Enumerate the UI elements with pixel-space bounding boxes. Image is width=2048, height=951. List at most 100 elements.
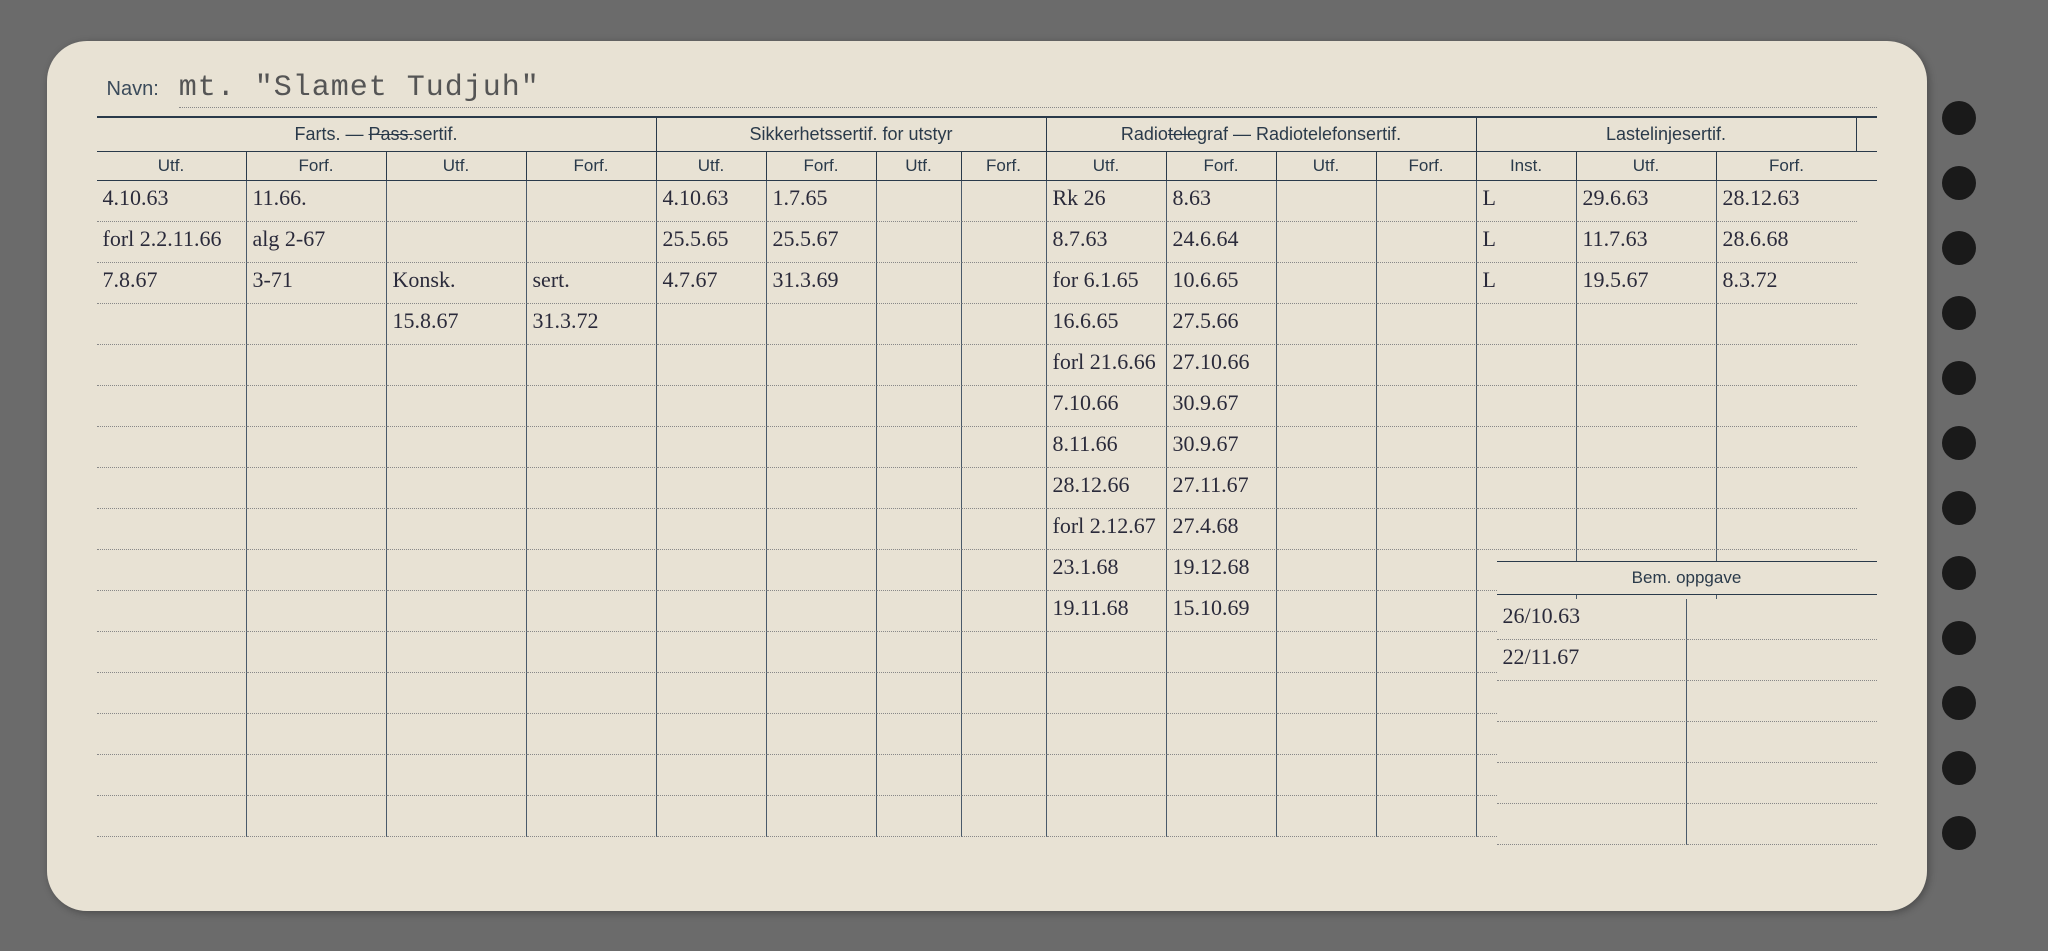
table-cell [1717, 509, 1857, 550]
table-cell [1377, 796, 1477, 837]
table-cell: 15.10.69 [1167, 591, 1277, 632]
sub-forf: Forf. [247, 152, 387, 180]
table-cell [1377, 181, 1477, 222]
table-cell [1377, 263, 1477, 304]
table-cell: 3-71 [247, 263, 387, 304]
table-cell [877, 468, 962, 509]
punch-hole [1942, 361, 1976, 395]
table-cell [97, 550, 247, 591]
table-cell: 19.11.68 [1047, 591, 1167, 632]
table-cell: 8.11.66 [1047, 427, 1167, 468]
table-cell [1477, 386, 1577, 427]
table-cell: 4.10.63 [97, 181, 247, 222]
table-cell [97, 632, 247, 673]
table-cell [387, 714, 527, 755]
table-cell [767, 714, 877, 755]
table-cell [1377, 304, 1477, 345]
table-cell [527, 755, 657, 796]
sub-utf: Utf. [97, 152, 247, 180]
sub-forf: Forf. [962, 152, 1047, 180]
table-cell [1277, 591, 1377, 632]
table-cell [877, 386, 962, 427]
table-cell [1167, 673, 1277, 714]
table-cell [767, 673, 877, 714]
bem-cell [1687, 804, 1877, 845]
table-cell [1717, 427, 1857, 468]
punch-holes [1942, 86, 2002, 866]
table-cell [247, 386, 387, 427]
table-cell [657, 386, 767, 427]
table-cell [1377, 427, 1477, 468]
table-cell [1277, 468, 1377, 509]
table-cell [1717, 304, 1857, 345]
table-cell: 27.10.66 [1167, 345, 1277, 386]
punch-hole [1942, 491, 1976, 525]
table-cell: 8.63 [1167, 181, 1277, 222]
table-cell: 4.7.67 [657, 263, 767, 304]
table-cell [657, 673, 767, 714]
table-cell [962, 263, 1047, 304]
table-cell [657, 591, 767, 632]
strike-pass: Pass. [368, 124, 413, 144]
group-farts: Farts. — Pass.sertif. [97, 118, 657, 151]
table-cell [1167, 755, 1277, 796]
table-cell: 11.7.63 [1577, 222, 1717, 263]
table-cell [97, 345, 247, 386]
table-cell [97, 304, 247, 345]
table-cell: 23.1.68 [1047, 550, 1167, 591]
name-value: mt. "Slamet Tudjuh" [179, 71, 1877, 108]
table-cell [1377, 632, 1477, 673]
punch-hole [1942, 556, 1976, 590]
table-cell [767, 345, 877, 386]
table-row: forl 2.12.6727.4.68 [97, 509, 1877, 550]
table-cell [1377, 345, 1477, 386]
punch-hole [1942, 751, 1976, 785]
table-cell [527, 796, 657, 837]
group-header-row: Farts. — Pass.sertif. Sikkerhetssertif. … [97, 118, 1877, 152]
table-cell [97, 796, 247, 837]
table-cell [1717, 345, 1857, 386]
table-cell [767, 632, 877, 673]
table-cell: 28.12.66 [1047, 468, 1167, 509]
table-cell [1167, 796, 1277, 837]
bem-row [1497, 804, 1877, 845]
table-cell [1277, 796, 1377, 837]
table-cell: 24.6.64 [1167, 222, 1277, 263]
table-cell [97, 427, 247, 468]
table-cell: 19.5.67 [1577, 263, 1717, 304]
table-cell: forl 21.6.66 [1047, 345, 1167, 386]
table-cell [1277, 386, 1377, 427]
table-cell [247, 673, 387, 714]
bem-body: 26/10.6322/11.67 [1497, 599, 1877, 845]
table-cell [962, 304, 1047, 345]
table-cell [1377, 550, 1477, 591]
table-cell [1277, 632, 1377, 673]
table-cell [1277, 673, 1377, 714]
table-cell [1377, 591, 1477, 632]
table-cell [387, 468, 527, 509]
table-cell: 29.6.63 [1577, 181, 1717, 222]
table-cell [97, 509, 247, 550]
sub-utf: Utf. [1277, 152, 1377, 180]
table-cell: 28.12.63 [1717, 181, 1857, 222]
table-row: 7.8.673-71Konsk.sert.4.7.6731.3.69for 6.… [97, 263, 1877, 304]
table-cell [387, 222, 527, 263]
table-cell [527, 673, 657, 714]
table-cell [657, 345, 767, 386]
strike-tele: tele [1168, 124, 1197, 144]
table-row: 8.11.6630.9.67 [97, 427, 1877, 468]
table-cell [387, 673, 527, 714]
sub-forf: Forf. [767, 152, 877, 180]
table-cell: L [1477, 222, 1577, 263]
table-cell [387, 796, 527, 837]
bem-cell [1687, 763, 1877, 804]
table-cell [247, 632, 387, 673]
table-cell [1377, 468, 1477, 509]
table-cell [527, 386, 657, 427]
table-cell: 27.4.68 [1167, 509, 1277, 550]
table-cell [247, 427, 387, 468]
punch-hole [1942, 426, 1976, 460]
table-cell: 31.3.69 [767, 263, 877, 304]
table-cell [1277, 304, 1377, 345]
table-cell [387, 386, 527, 427]
